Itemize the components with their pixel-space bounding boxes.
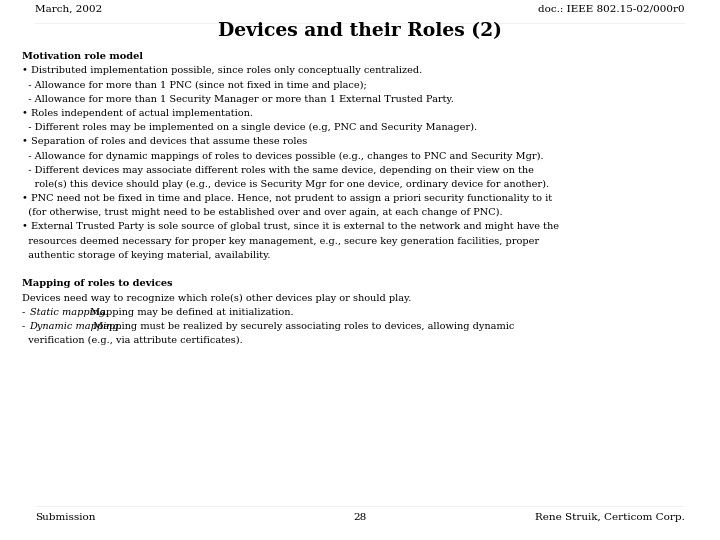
Text: 28: 28 bbox=[354, 513, 366, 522]
Text: - Allowance for more than 1 Security Manager or more than 1 External Trusted Par: - Allowance for more than 1 Security Man… bbox=[22, 94, 454, 104]
Text: Devices and their Roles (2): Devices and their Roles (2) bbox=[218, 22, 502, 40]
Text: Rene Struik, Certicom Corp.: Rene Struik, Certicom Corp. bbox=[535, 513, 685, 522]
Text: • Separation of roles and devices that assume these roles: • Separation of roles and devices that a… bbox=[22, 137, 307, 146]
Text: doc.: IEEE 802.15-02/000r0: doc.: IEEE 802.15-02/000r0 bbox=[539, 5, 685, 14]
Text: role(s) this device should play (e.g., device is Security Mgr for one device, or: role(s) this device should play (e.g., d… bbox=[22, 180, 549, 189]
Text: verification (e.g., via attribute certificates).: verification (e.g., via attribute certif… bbox=[22, 336, 243, 345]
Text: Devices need way to recognize which role(s) other devices play or should play.: Devices need way to recognize which role… bbox=[22, 293, 411, 302]
Text: • Roles independent of actual implementation.: • Roles independent of actual implementa… bbox=[22, 109, 253, 118]
Text: Static mapping.: Static mapping. bbox=[30, 308, 108, 316]
Text: • PNC need not be fixed in time and place. Hence, not prudent to assign a priori: • PNC need not be fixed in time and plac… bbox=[22, 194, 552, 203]
Text: Dynamic mapping.: Dynamic mapping. bbox=[30, 322, 122, 331]
Text: Submission: Submission bbox=[35, 513, 96, 522]
Text: • Distributed implementation possible, since roles only conceptually centralized: • Distributed implementation possible, s… bbox=[22, 66, 422, 75]
Text: Mapping of roles to devices: Mapping of roles to devices bbox=[22, 279, 173, 288]
Text: resources deemed necessary for proper key management, e.g., secure key generatio: resources deemed necessary for proper ke… bbox=[22, 237, 539, 246]
Text: - Different roles may be implemented on a single device (e.g, PNC and Security M: - Different roles may be implemented on … bbox=[22, 123, 477, 132]
Text: - Allowance for more than 1 PNC (since not fixed in time and place);: - Allowance for more than 1 PNC (since n… bbox=[22, 80, 366, 90]
Text: authentic storage of keying material, availability.: authentic storage of keying material, av… bbox=[22, 251, 271, 260]
Text: March, 2002: March, 2002 bbox=[35, 5, 102, 14]
Text: Mapping may be defined at initialization.: Mapping may be defined at initialization… bbox=[86, 308, 293, 316]
Text: -: - bbox=[22, 322, 28, 331]
Text: • External Trusted Party is sole source of global trust, since it is external to: • External Trusted Party is sole source … bbox=[22, 222, 559, 232]
Text: (for otherwise, trust might need to be established over and over again, at each : (for otherwise, trust might need to be e… bbox=[22, 208, 503, 217]
Text: -: - bbox=[22, 308, 28, 316]
Text: Mapping must be realized by securely associating roles to devices, allowing dyna: Mapping must be realized by securely ass… bbox=[91, 322, 515, 331]
Text: - Allowance for dynamic mappings of roles to devices possible (e.g., changes to : - Allowance for dynamic mappings of role… bbox=[22, 151, 544, 160]
Text: - Different devices may associate different roles with the same device, dependin: - Different devices may associate differ… bbox=[22, 166, 534, 174]
Text: Motivation role model: Motivation role model bbox=[22, 52, 143, 61]
